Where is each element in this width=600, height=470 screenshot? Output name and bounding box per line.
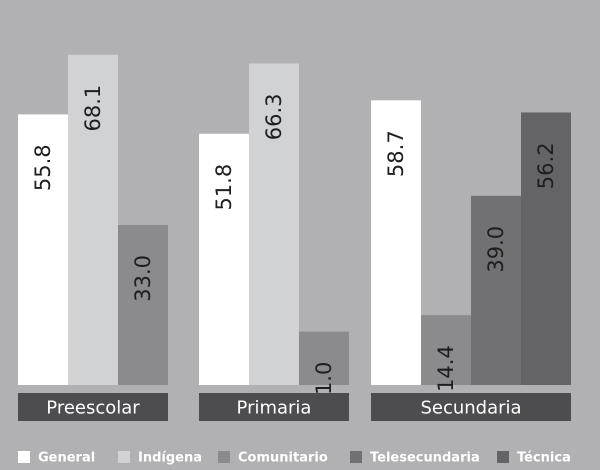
bar-value-label: 33.0 xyxy=(131,255,155,302)
bar-value-label: 14.4 xyxy=(434,345,458,392)
bar-primaria-indigena xyxy=(249,63,299,385)
bar-primaria-comunitario xyxy=(299,331,349,385)
category-box-preescolar xyxy=(18,393,168,421)
bar-value-label: 39.0 xyxy=(484,226,508,273)
category-box-primaria xyxy=(199,393,349,421)
legend-swatch xyxy=(218,451,230,463)
bar-groups: 55.868.133.051.866.311.058.714.439.056.2 xyxy=(18,54,571,408)
bar-value-label: 56.2 xyxy=(534,142,558,189)
bar-preescolar-general xyxy=(18,114,68,386)
bar-value-label: 51.8 xyxy=(212,164,236,211)
legend: General Indígena Comunitario Telesecundaria… xyxy=(18,451,571,466)
category-box-secundaria xyxy=(371,393,571,421)
bar-secundaria-general xyxy=(371,100,421,386)
bar-value-label: 58.7 xyxy=(384,130,408,177)
legend-swatch xyxy=(350,451,362,463)
legend-swatch xyxy=(118,451,130,463)
legend-label: General xyxy=(38,451,95,466)
bar-group-preescolar: 55.8 68.1 33.0 xyxy=(18,54,168,386)
legend-item-telesecundaria: Telesecundaria xyxy=(350,451,480,466)
legend-swatch xyxy=(497,451,509,463)
category-labels: Preescolar Primaria Secundaria xyxy=(18,393,571,421)
bar-value-label: 68.1 xyxy=(81,85,105,132)
category-label: Primaria xyxy=(237,398,312,419)
bar-group-secundaria: 58.7 14.4 39.0 56.2 xyxy=(371,100,571,392)
bar-preescolar-indigena xyxy=(68,54,118,386)
legend-label: Comunitario xyxy=(238,451,328,466)
bar-primaria-general xyxy=(199,133,249,385)
legend-swatch xyxy=(18,451,30,463)
legend-label: Indígena xyxy=(138,451,202,466)
legend-item-general: General xyxy=(18,451,95,466)
legend-label: Telesecundaria xyxy=(370,451,480,466)
bar-value-label: 66.3 xyxy=(262,93,286,140)
legend-item-tecnica: Técnica xyxy=(497,451,571,466)
bar-secundaria-telesecundaria xyxy=(471,195,521,385)
legend-item-comunitario: Comunitario xyxy=(218,451,328,466)
category-label: Preescolar xyxy=(46,398,140,419)
bar-preescolar-comunitario xyxy=(118,224,168,385)
category-label: Secundaria xyxy=(420,398,521,419)
bar-secundaria-tecnica xyxy=(521,112,571,386)
legend-label: Técnica xyxy=(517,451,571,466)
bar-value-label: 55.8 xyxy=(31,144,55,191)
legend-item-indigena: Indígena xyxy=(118,451,202,466)
bar-secundaria-comunitario xyxy=(421,315,471,385)
